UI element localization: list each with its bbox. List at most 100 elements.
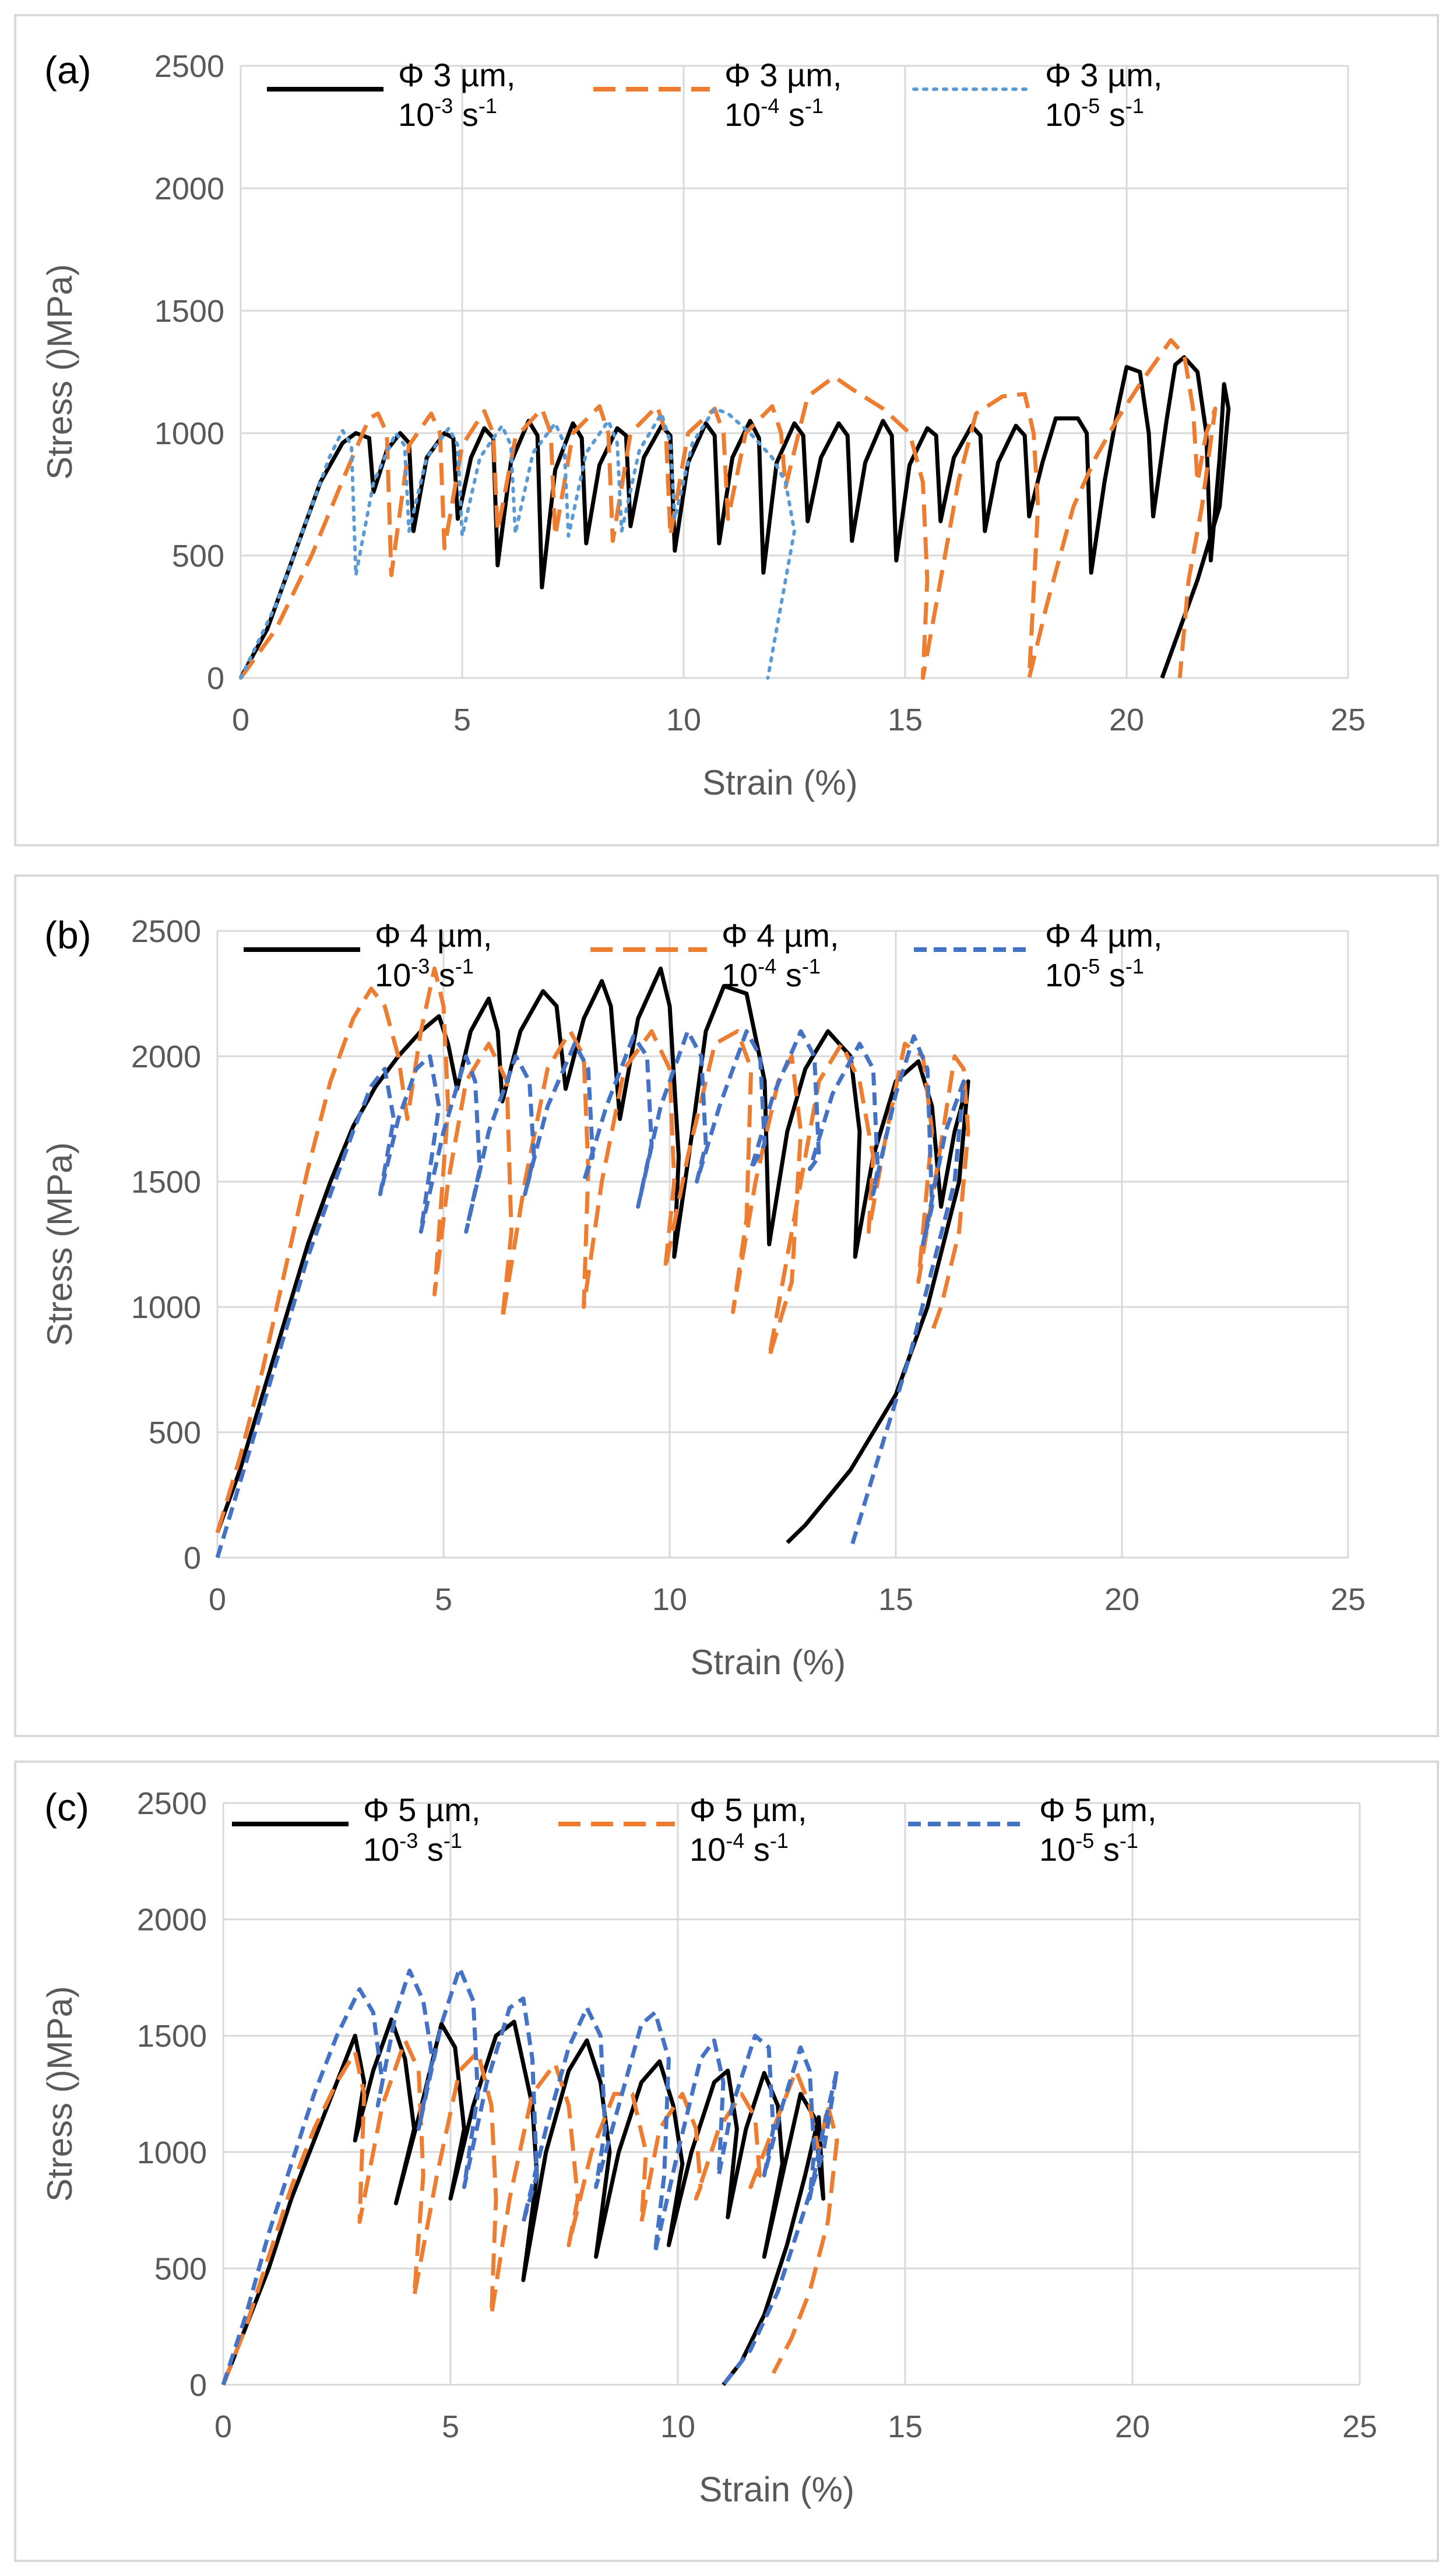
legend-entry-2: Φ 3 µm,10-4 s-1 <box>593 57 842 133</box>
legend-exp2: -1 <box>770 1829 789 1853</box>
y-tick-label: 2500 <box>137 1786 207 1821</box>
legend-exp1: -4 <box>726 1829 744 1853</box>
x-tick-label: 20 <box>1109 702 1144 737</box>
y-tick-label: 2000 <box>154 171 224 206</box>
legend-label-line1: Φ 3 µm, <box>724 57 842 93</box>
legend-exp2: -1 <box>479 94 497 118</box>
y-axis-title: Stress ()MPa) <box>40 264 79 480</box>
legend-exp2: -1 <box>802 954 821 978</box>
x-tick-label: 10 <box>666 702 701 737</box>
legend-exp2: -1 <box>444 1829 462 1853</box>
legend-mid: s <box>430 957 455 993</box>
x-tick-label: 25 <box>1331 1582 1366 1617</box>
legend-label-line1: Φ 5 µm, <box>689 1791 807 1828</box>
legend-exp1: -3 <box>411 954 430 978</box>
x-axis-title: Strain (%) <box>690 1643 846 1682</box>
x-tick-label: 10 <box>660 2409 695 2444</box>
legend-base: 10 <box>724 96 761 133</box>
x-tick-label: 0 <box>209 1582 226 1617</box>
legend-base: 10 <box>1045 96 1081 133</box>
legend-entry-2: Φ 5 µm,10-4 s-1 <box>558 1791 807 1868</box>
legend-label-line1: Φ 3 µm, <box>1045 57 1162 93</box>
y-tick-label: 0 <box>207 661 224 696</box>
y-tick-label: 2000 <box>131 1039 201 1074</box>
legend-entry-2: Φ 4 µm,10-4 s-1 <box>590 917 839 993</box>
x-tick-label: 10 <box>652 1582 687 1617</box>
y-tick-label: 1500 <box>137 2019 207 2054</box>
legend-label-line2: 10-4 s-1 <box>722 954 821 993</box>
panel-label: (b) <box>44 913 92 957</box>
x-tick-label: 25 <box>1331 702 1366 737</box>
legend-label-line1: Φ 4 µm, <box>722 917 839 954</box>
legend-label-line2: 10-5 s-1 <box>1045 954 1144 993</box>
chart-panel-c: 0 500 1000 1500 2000 2500 0 5 10 15 20 25 Strain (%)… <box>14 1760 1439 2562</box>
series-line-2 <box>239 338 1218 680</box>
legend-base: 10 <box>375 957 411 993</box>
chart-c-svg: 0 500 1000 1500 2000 2500 0 5 10 15 20 25 Strain (%)… <box>40 1786 1377 2509</box>
legend-label-line2: 10-3 s-1 <box>398 94 497 133</box>
chart-panel-b: 0 500 1000 1500 2000 2500 0 5 10 15 20 25 Strain (%)… <box>14 874 1439 1737</box>
x-tick-label: 15 <box>888 702 923 737</box>
legend-label-line2: 10-3 s-1 <box>375 954 474 993</box>
legend-base: 10 <box>398 96 434 133</box>
legend-mid: s <box>744 1831 770 1868</box>
legend-mid: s <box>776 957 802 993</box>
chart-b-svg: 0 500 1000 1500 2000 2500 0 5 10 15 20 25 Strain (%)… <box>40 913 1366 1682</box>
legend-mid: s <box>1100 957 1125 993</box>
y-axis-title: Stress ()MPa) <box>40 1986 79 2202</box>
y-tick-label: 1000 <box>137 2135 207 2170</box>
legend-exp2: -1 <box>1120 1829 1138 1853</box>
legend-label-line1: Φ 4 µm, <box>1045 917 1162 954</box>
y-tick-label: 2500 <box>131 914 201 949</box>
legend-exp1: -3 <box>434 94 453 118</box>
legend-mid: s <box>779 96 805 133</box>
x-tick-label: 25 <box>1342 2409 1377 2444</box>
y-tick-label: 1500 <box>154 294 224 329</box>
legend-base: 10 <box>689 1831 726 1868</box>
series-line-3 <box>239 407 796 680</box>
x-tick-label: 15 <box>878 1582 913 1617</box>
x-tick-label: 20 <box>1115 2409 1150 2444</box>
legend-label-line1: Φ 5 µm, <box>1039 1791 1156 1828</box>
legend-entry-3: Φ 4 µm,10-5 s-1 <box>914 917 1162 993</box>
x-tick-label: 5 <box>435 1582 452 1617</box>
y-tick-label: 500 <box>172 539 224 574</box>
x-tick-label: 0 <box>214 2409 232 2444</box>
legend-exp2: -1 <box>1125 94 1144 118</box>
y-tick-label: 1000 <box>131 1290 201 1325</box>
legend-exp1: -5 <box>1075 1829 1094 1853</box>
y-tick-label: 1500 <box>131 1165 201 1200</box>
series-line-1 <box>221 2017 826 2387</box>
panel-label: (c) <box>44 1786 89 1829</box>
legend-mid: s <box>453 96 479 133</box>
series-line-3 <box>215 1029 966 1559</box>
legend-exp1: -5 <box>1081 954 1100 978</box>
legend-label-line1: Φ 3 µm, <box>398 57 515 93</box>
legend-base: 10 <box>1039 1831 1075 1868</box>
y-tick-label: 2000 <box>137 1903 207 1938</box>
x-tick-label: 5 <box>453 702 471 737</box>
gridlines <box>216 930 1349 1559</box>
legend-exp1: -4 <box>758 954 776 978</box>
legend-base: 10 <box>363 1831 399 1868</box>
legend-exp2: -1 <box>1125 954 1144 978</box>
y-tick-label: 2500 <box>154 49 224 84</box>
chart-panel-a: 0 500 1000 1500 2000 2500 0 5 10 15 20 25 Strain (%)… <box>14 14 1439 846</box>
legend-label-line2: 10-3 s-1 <box>363 1829 462 1868</box>
legend-entry-3: Φ 5 µm,10-5 s-1 <box>908 1791 1156 1868</box>
legend-label-line1: Φ 4 µm, <box>375 917 492 954</box>
x-tick-label: 0 <box>232 702 249 737</box>
legend-label-line2: 10-4 s-1 <box>689 1829 789 1868</box>
legend-base: 10 <box>722 957 758 993</box>
x-axis-title: Strain (%) <box>699 2470 854 2509</box>
y-tick-label: 500 <box>149 1415 201 1450</box>
legend-label-line2: 10-4 s-1 <box>724 94 824 133</box>
x-axis-title: Strain (%) <box>702 763 858 802</box>
legend-mid: s <box>1100 96 1125 133</box>
legend-label-line2: 10-5 s-1 <box>1045 94 1144 133</box>
legend-entry-1: Φ 4 µm,10-3 s-1 <box>244 917 492 993</box>
legend-label-line2: 10-5 s-1 <box>1039 1829 1138 1868</box>
legend-exp1: -3 <box>399 1829 418 1853</box>
panel-label: (a) <box>44 48 92 92</box>
gridlines <box>240 65 1349 679</box>
